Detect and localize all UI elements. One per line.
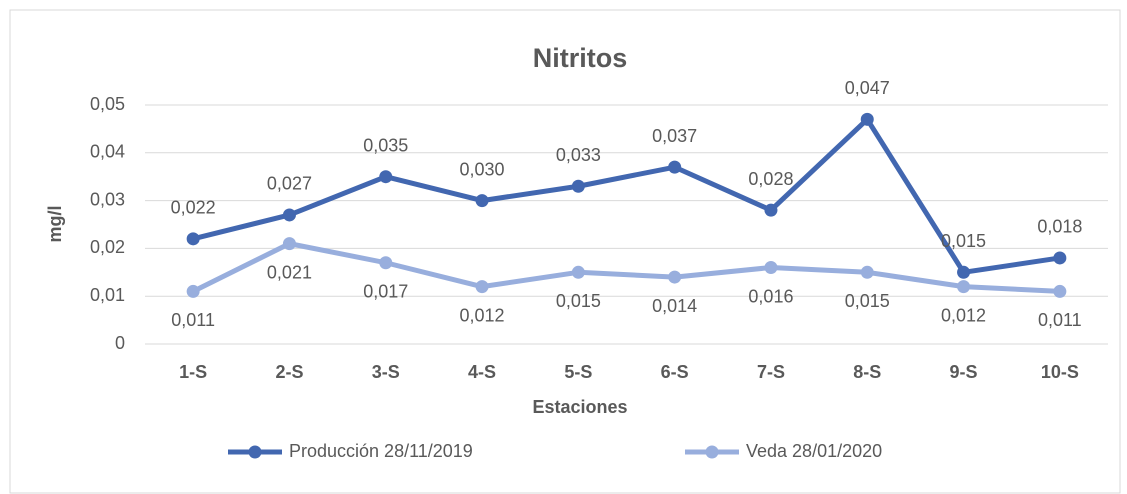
data-point: [379, 170, 393, 184]
data-point: [764, 261, 778, 275]
data-label: 0,035: [363, 135, 408, 155]
data-point: [186, 232, 200, 246]
x-tick-label: 1-S: [179, 362, 207, 382]
chart-title: Nitritos: [533, 43, 628, 73]
data-point: [1053, 284, 1067, 298]
data-point: [957, 265, 971, 279]
data-point: [764, 203, 778, 217]
data-label: 0,047: [845, 78, 890, 98]
data-label: 0,015: [556, 291, 601, 311]
data-label: 0,027: [267, 174, 312, 194]
data-point: [668, 270, 682, 284]
data-point: [668, 160, 682, 174]
series-line: [192, 116, 1061, 275]
y-tick-label: 0,05: [90, 94, 125, 114]
data-label: 0,015: [845, 291, 890, 311]
data-label: 0,012: [941, 305, 986, 325]
x-tick-label: 6-S: [661, 362, 689, 382]
x-axis-title: Estaciones: [532, 397, 627, 417]
legend-marker: [248, 445, 262, 459]
legend-label: Veda 28/01/2020: [746, 441, 882, 461]
data-point: [860, 112, 874, 126]
data-label: 0,014: [652, 296, 697, 316]
x-tick-label: 4-S: [468, 362, 496, 382]
data-point: [1053, 251, 1067, 265]
data-label: 0,011: [1038, 310, 1082, 330]
data-label: 0,011: [171, 310, 215, 330]
data-label: 0,017: [363, 281, 408, 301]
x-tick-label: 7-S: [757, 362, 785, 382]
x-tick-label: 2-S: [275, 362, 303, 382]
x-tick-label: 3-S: [372, 362, 400, 382]
y-axis-title: mg/l: [45, 205, 65, 242]
data-label: 0,037: [652, 126, 697, 146]
data-point: [571, 179, 585, 193]
x-tick-label: 8-S: [853, 362, 881, 382]
data-point: [379, 256, 393, 270]
data-point: [282, 208, 296, 222]
data-point: [957, 280, 971, 294]
data-label: 0,030: [460, 159, 505, 179]
legend-label: Producción 28/11/2019: [289, 441, 473, 461]
data-point: [282, 237, 296, 251]
y-tick-label: 0: [115, 333, 125, 353]
data-point: [475, 280, 489, 294]
data-label: 0,033: [556, 145, 601, 165]
x-tick-label: 10-S: [1041, 362, 1079, 382]
y-tick-label: 0,04: [90, 142, 125, 162]
data-label: 0,022: [171, 198, 216, 218]
legend-marker: [705, 445, 719, 459]
data-point: [860, 265, 874, 279]
x-tick-label: 9-S: [950, 362, 978, 382]
y-tick-label: 0,01: [90, 285, 125, 305]
y-tick-label: 0,03: [90, 189, 125, 209]
y-tick-label: 0,02: [90, 237, 125, 257]
chart-frame: [9, 9, 1121, 494]
data-label: 0,018: [1037, 217, 1082, 237]
data-point: [571, 265, 585, 279]
series-line: [192, 241, 1060, 294]
data-point: [475, 194, 489, 208]
data-label: 0,016: [748, 286, 793, 306]
data-label: 0,015: [941, 231, 986, 251]
data-point: [186, 284, 200, 298]
x-tick-label: 5-S: [564, 362, 592, 382]
data-label: 0,028: [748, 169, 793, 189]
data-label: 0,021: [267, 262, 312, 282]
data-label: 0,012: [460, 305, 505, 325]
